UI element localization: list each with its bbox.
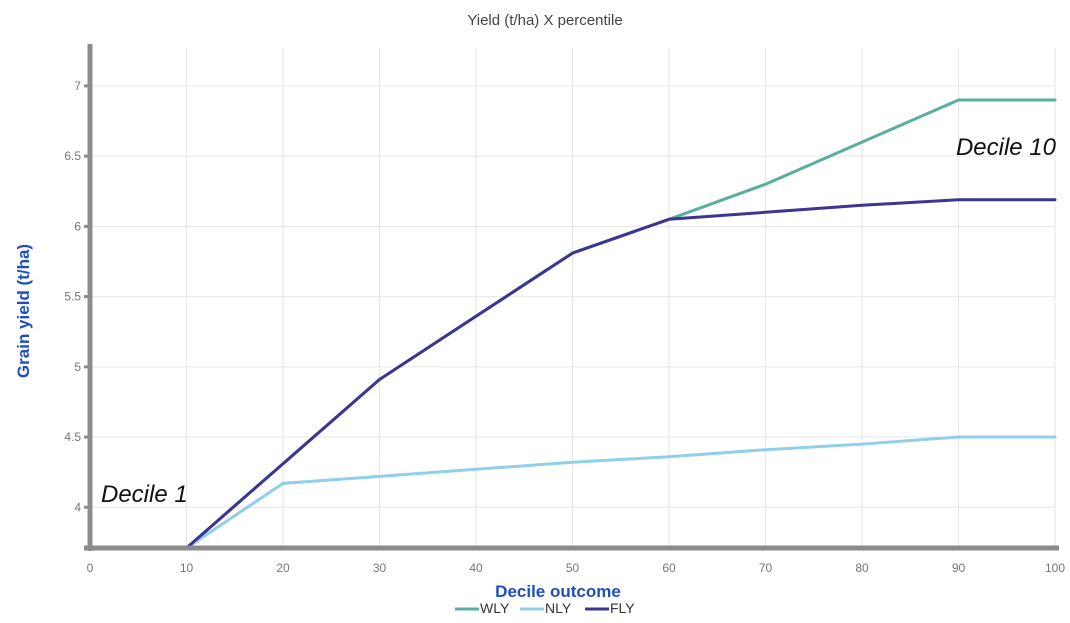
annotations: Decile 1 Decile 10 [101, 134, 1057, 508]
legend: WLY NLY FLY [455, 600, 635, 616]
y-tick-labels: 4 4.5 5 5.5 6 6.5 7 [64, 79, 90, 514]
x-tick-label: 100 [1045, 561, 1065, 575]
x-tick-label: 20 [276, 561, 290, 575]
legend-label-fly: FLY [610, 600, 635, 616]
y-tick-label: 4 [74, 500, 81, 514]
x-tick-label: 40 [469, 561, 483, 575]
y-tick-label: 7 [74, 79, 81, 93]
y-tick-label: 6.5 [64, 149, 81, 163]
x-tick-label: 90 [952, 561, 966, 575]
chart-title: Yield (t/ha) X percentile [467, 12, 622, 29]
series-line-nly [88, 435, 1057, 550]
x-axis-title: Decile outcome [495, 582, 621, 601]
x-tick-label: 60 [662, 561, 676, 575]
legend-label-wly: WLY [480, 600, 510, 616]
y-tick-label: 4.5 [64, 430, 81, 444]
x-tick-label: 30 [373, 561, 387, 575]
annotation-decile-1: Decile 1 [101, 481, 188, 508]
x-tick-label: 80 [855, 561, 869, 575]
x-tick-label: 10 [180, 561, 194, 575]
x-tick-label: 70 [759, 561, 773, 575]
y-tick-label: 5.5 [64, 290, 81, 304]
legend-label-nly: NLY [545, 600, 572, 616]
annotation-decile-10: Decile 10 [956, 134, 1057, 161]
y-tick-label: 5 [74, 360, 81, 374]
series-line-fly [88, 198, 1057, 550]
series-lines [88, 98, 1057, 550]
grid [89, 48, 1056, 548]
y-axis-title: Grain yield (t/ha) [14, 244, 33, 378]
x-tick-label: 0 [87, 561, 94, 575]
y-tick-label: 6 [74, 219, 81, 233]
x-tick-label: 50 [566, 561, 580, 575]
x-tick-labels: 0 10 20 30 40 50 60 70 80 90 100 [87, 561, 1066, 575]
